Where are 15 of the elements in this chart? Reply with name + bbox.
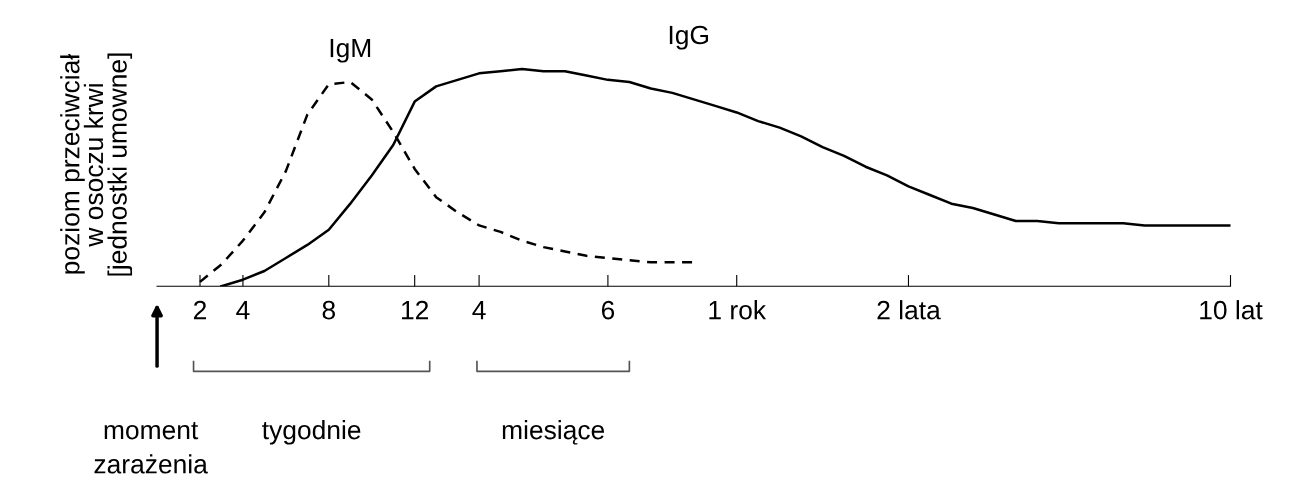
series-label: IgG	[669, 25, 708, 50]
x-tick-label: 4	[472, 301, 486, 320]
text: moment zarażenia	[94, 422, 208, 474]
text: tygodnie	[262, 420, 361, 445]
x-tick-label: 4	[236, 301, 250, 320]
x-tick-label: 8	[322, 300, 335, 320]
x-tick-label: 2	[193, 300, 207, 320]
x-tick-label: 6	[601, 300, 615, 320]
series-label: IgM	[330, 38, 371, 63]
y-axis-title: poziom przeciwciał w osoczu krwi [jednostki umowne]	[60, 53, 133, 276]
x-tick-label: 10 lat	[1200, 300, 1263, 320]
text: miesiące	[502, 420, 605, 445]
x-tick-label: 2 lata	[877, 300, 941, 320]
x-tick-label: 1 rok	[709, 300, 767, 320]
x-tick-label: 12	[402, 300, 429, 320]
